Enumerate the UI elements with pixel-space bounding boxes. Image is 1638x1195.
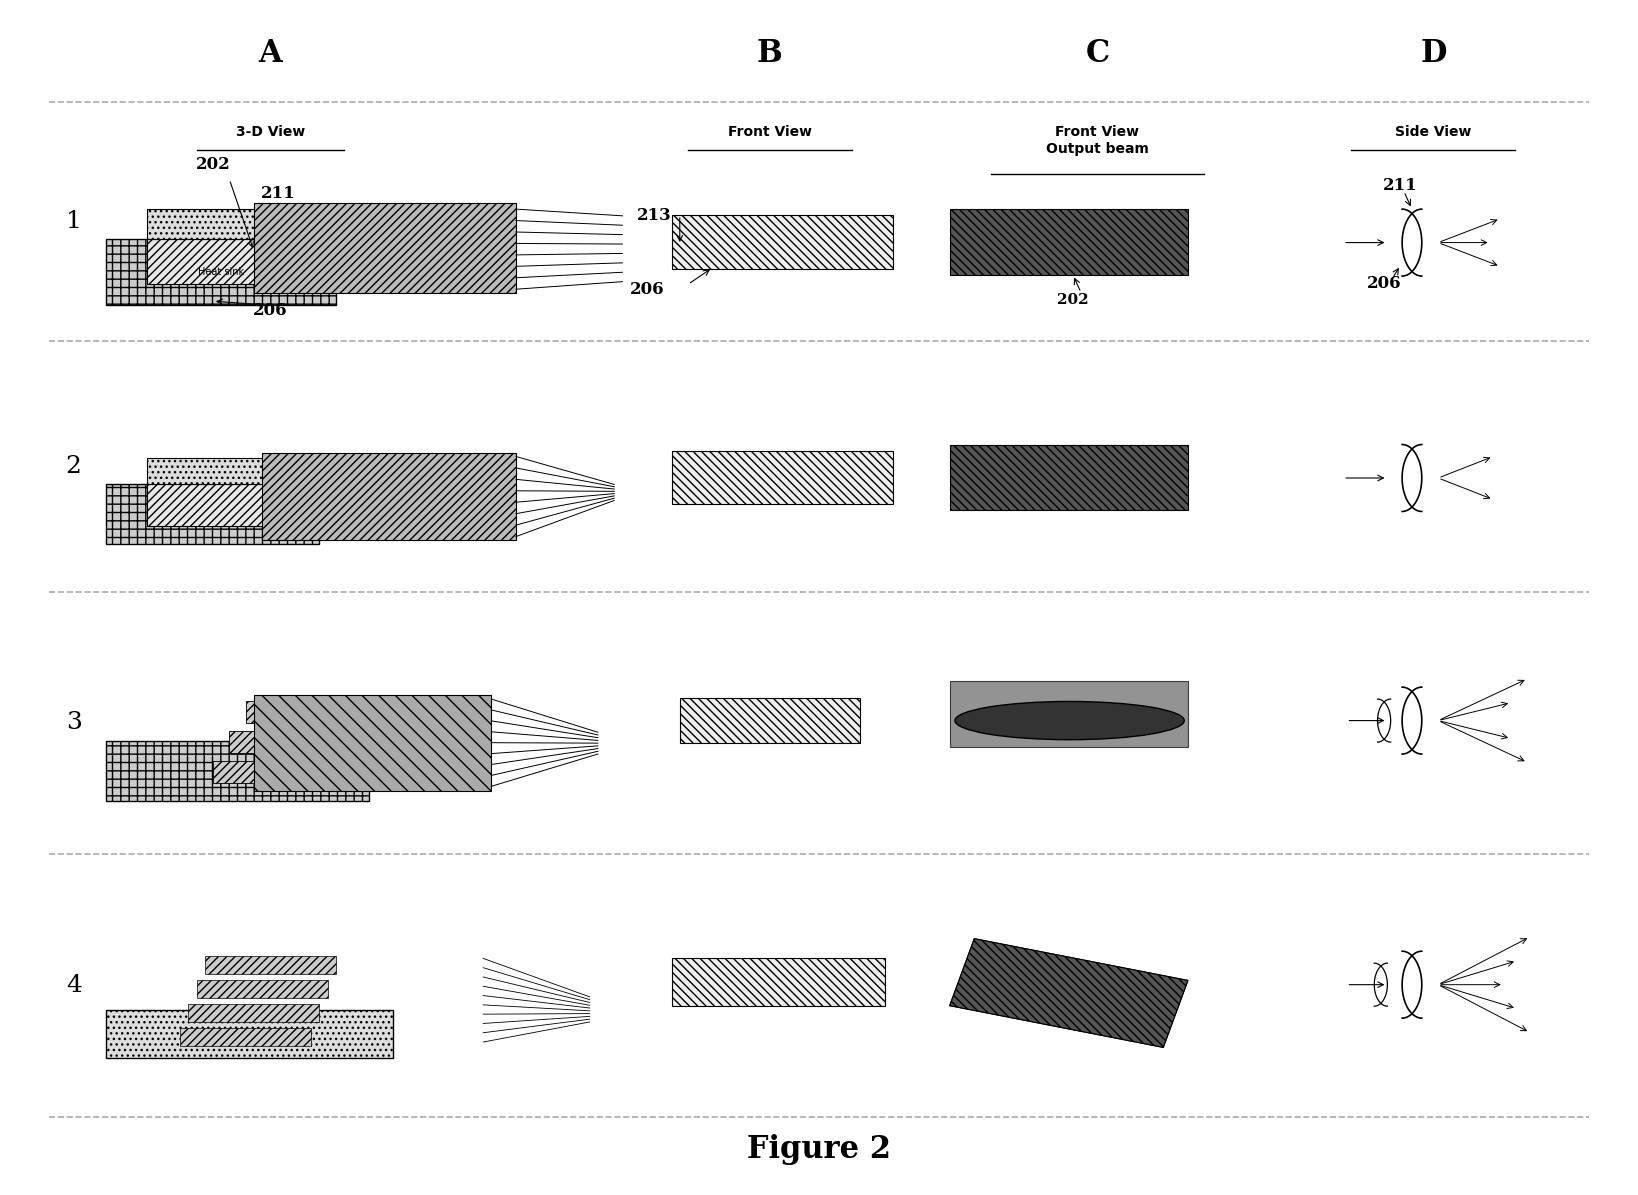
Text: 1: 1: [66, 209, 82, 233]
FancyBboxPatch shape: [147, 484, 287, 526]
Text: 3: 3: [66, 711, 82, 735]
Text: A: A: [259, 38, 282, 69]
Text: 202: 202: [195, 157, 231, 173]
Text: 206: 206: [1366, 275, 1402, 292]
FancyBboxPatch shape: [147, 209, 295, 239]
FancyBboxPatch shape: [680, 698, 860, 743]
Text: Front View
Output beam: Front View Output beam: [1047, 125, 1148, 155]
FancyBboxPatch shape: [254, 695, 491, 791]
FancyBboxPatch shape: [106, 1010, 393, 1058]
FancyBboxPatch shape: [188, 1004, 319, 1022]
Text: Front View: Front View: [727, 125, 812, 140]
FancyBboxPatch shape: [147, 239, 295, 284]
FancyBboxPatch shape: [672, 451, 893, 504]
FancyBboxPatch shape: [950, 939, 1188, 1047]
Text: 211: 211: [260, 185, 296, 202]
Text: 202: 202: [1057, 293, 1089, 307]
FancyBboxPatch shape: [106, 239, 336, 305]
FancyBboxPatch shape: [106, 484, 319, 544]
Text: 2: 2: [66, 454, 82, 478]
Text: 3-D View: 3-D View: [236, 125, 305, 140]
Text: D: D: [1420, 38, 1446, 69]
FancyBboxPatch shape: [672, 958, 885, 1006]
FancyBboxPatch shape: [254, 203, 516, 293]
Text: C: C: [1086, 38, 1109, 69]
Text: Figure 2: Figure 2: [747, 1134, 891, 1165]
Text: 206: 206: [252, 302, 288, 319]
FancyBboxPatch shape: [213, 761, 278, 783]
FancyBboxPatch shape: [106, 741, 369, 801]
FancyBboxPatch shape: [180, 1028, 311, 1046]
Text: 206: 206: [629, 281, 665, 298]
FancyBboxPatch shape: [950, 681, 1188, 747]
Ellipse shape: [955, 701, 1184, 740]
Text: 4: 4: [66, 974, 82, 998]
FancyBboxPatch shape: [950, 939, 1188, 1047]
Text: 211: 211: [1382, 177, 1419, 194]
Text: Side View: Side View: [1396, 125, 1471, 140]
Text: B: B: [757, 38, 783, 69]
FancyBboxPatch shape: [205, 956, 336, 974]
FancyBboxPatch shape: [246, 701, 311, 723]
Text: 213: 213: [637, 207, 672, 223]
FancyBboxPatch shape: [262, 453, 516, 540]
FancyBboxPatch shape: [672, 215, 893, 269]
FancyBboxPatch shape: [147, 458, 287, 484]
FancyBboxPatch shape: [950, 445, 1188, 510]
FancyBboxPatch shape: [197, 980, 328, 998]
Text: Heat sink: Heat sink: [198, 266, 244, 277]
FancyBboxPatch shape: [229, 731, 295, 753]
FancyBboxPatch shape: [950, 209, 1188, 275]
